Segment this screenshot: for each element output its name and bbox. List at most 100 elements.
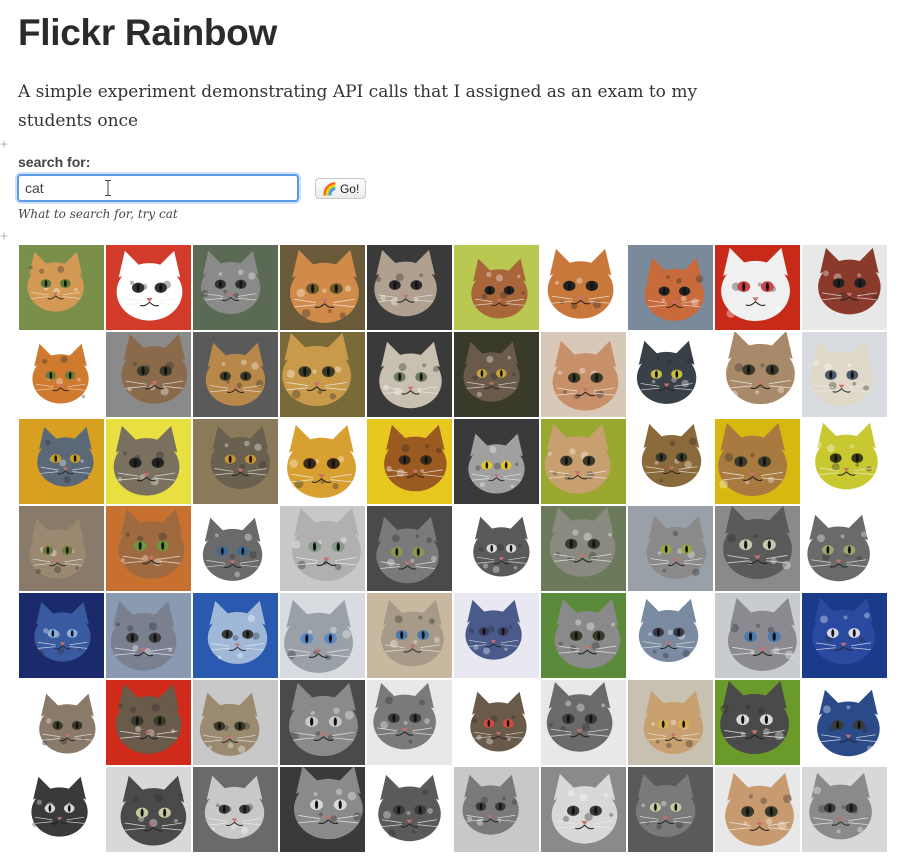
photo-tile[interactable] [540,418,627,505]
cat-photo-icon [628,506,713,591]
photo-tile[interactable] [627,418,714,505]
photo-tile[interactable] [714,592,801,679]
cat-photo-icon [193,767,278,852]
photo-tile[interactable] [192,679,279,766]
search-input[interactable] [17,174,299,202]
photo-tile[interactable] [279,244,366,331]
photo-tile[interactable] [366,766,453,853]
photo-tile[interactable] [105,505,192,592]
photo-tile[interactable] [453,766,540,853]
photo-tile[interactable] [453,505,540,592]
photo-tile[interactable] [540,331,627,418]
cat-photo-icon [541,593,626,678]
photo-tile[interactable] [453,679,540,766]
photo-tile[interactable] [453,418,540,505]
cat-photo-icon [106,506,191,591]
photo-tile[interactable] [105,766,192,853]
photo-tile[interactable] [279,418,366,505]
cat-photo-icon [541,680,626,765]
photo-tile[interactable] [540,679,627,766]
photo-tile[interactable] [279,679,366,766]
photo-tile[interactable] [366,331,453,418]
cat-photo-icon [367,332,452,417]
photo-tile[interactable] [540,244,627,331]
photo-tile[interactable] [627,766,714,853]
cat-photo-icon [802,593,887,678]
photo-tile[interactable] [801,679,888,766]
cat-photo-icon [106,680,191,765]
photo-tile[interactable] [105,244,192,331]
photo-tile[interactable] [540,505,627,592]
cat-photo-icon [541,332,626,417]
photo-tile[interactable] [18,418,105,505]
cat-photo-icon [802,506,887,591]
photo-tile[interactable] [366,244,453,331]
photo-tile[interactable] [192,592,279,679]
photo-tile[interactable] [18,505,105,592]
photo-tile[interactable] [540,766,627,853]
photo-tile[interactable] [366,418,453,505]
photo-tile[interactable] [105,592,192,679]
photo-tile[interactable] [540,592,627,679]
cat-photo-icon [628,245,713,330]
photo-tile[interactable] [18,592,105,679]
photo-tile[interactable] [801,592,888,679]
photo-tile[interactable] [105,331,192,418]
photo-tile[interactable] [192,418,279,505]
photo-tile[interactable] [18,244,105,331]
photo-tile[interactable] [279,331,366,418]
cat-photo-icon [541,767,626,852]
photo-tile[interactable] [279,766,366,853]
photo-tile[interactable] [627,244,714,331]
go-button[interactable]: 🌈 Go! [315,178,367,199]
photo-tile[interactable] [627,331,714,418]
cat-photo-icon [193,680,278,765]
photo-tile[interactable] [627,592,714,679]
photo-tile[interactable] [801,418,888,505]
photo-tile[interactable] [192,244,279,331]
photo-tile[interactable] [18,766,105,853]
photo-tile[interactable] [801,505,888,592]
photo-tile[interactable] [279,592,366,679]
photo-tile[interactable] [714,331,801,418]
cat-photo-icon [802,767,887,852]
photo-tile[interactable] [627,679,714,766]
photo-tile[interactable] [714,418,801,505]
photo-tile[interactable] [714,766,801,853]
photo-tile[interactable] [192,766,279,853]
photo-tile[interactable] [192,331,279,418]
photo-tile[interactable] [453,244,540,331]
photo-tile[interactable] [366,679,453,766]
cat-photo-icon [628,767,713,852]
photo-tile[interactable] [801,331,888,418]
cat-photo-icon [541,506,626,591]
photo-tile[interactable] [714,679,801,766]
rainbow-icon: 🌈 [322,181,337,196]
photo-tile[interactable] [366,505,453,592]
cat-photo-icon [106,767,191,852]
photo-tile[interactable] [279,505,366,592]
cat-photo-icon [280,506,365,591]
cat-photo-icon [628,419,713,504]
cat-photo-icon [802,332,887,417]
cat-photo-icon [19,245,104,330]
photo-tile[interactable] [105,418,192,505]
photo-tile[interactable] [714,244,801,331]
cat-photo-icon [367,419,452,504]
photo-tile[interactable] [105,679,192,766]
cat-photo-icon [193,419,278,504]
cat-photo-icon [106,332,191,417]
photo-tile[interactable] [18,679,105,766]
photo-tile[interactable] [192,505,279,592]
photo-tile[interactable] [18,331,105,418]
page-title: Flickr Rainbow [18,12,277,53]
photo-tile[interactable] [714,505,801,592]
photo-tile[interactable] [801,766,888,853]
photo-tile[interactable] [366,592,453,679]
cat-photo-icon [193,332,278,417]
photo-tile[interactable] [453,331,540,418]
photo-tile[interactable] [453,592,540,679]
search-label: search for: [18,154,91,170]
photo-tile[interactable] [801,244,888,331]
photo-tile[interactable] [627,505,714,592]
